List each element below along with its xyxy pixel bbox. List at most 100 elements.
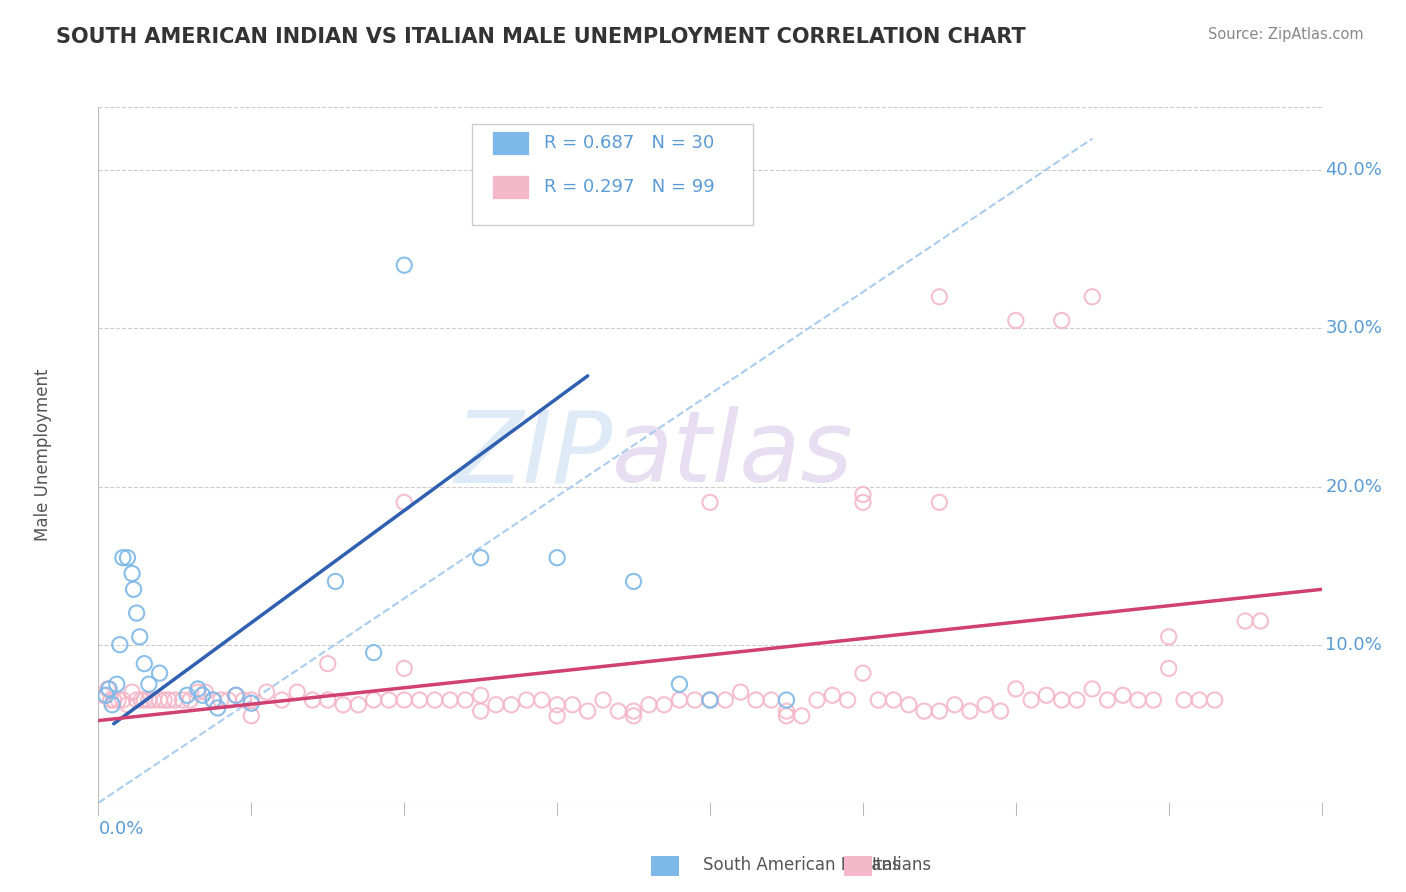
- Point: [134, 693, 156, 707]
- Text: R = 0.687   N = 30: R = 0.687 N = 30: [544, 134, 714, 153]
- Point: [852, 495, 875, 509]
- Point: [699, 693, 721, 707]
- Point: [125, 693, 148, 707]
- Point: [668, 677, 690, 691]
- Point: [149, 693, 172, 707]
- Point: [592, 693, 614, 707]
- Point: [98, 681, 121, 696]
- Point: [149, 666, 172, 681]
- Point: [1112, 688, 1135, 702]
- Point: [107, 693, 129, 707]
- Point: [202, 693, 225, 707]
- Point: [347, 698, 370, 712]
- Point: [485, 698, 508, 712]
- Point: [868, 693, 890, 707]
- Point: [408, 693, 430, 707]
- Point: [194, 685, 217, 699]
- Point: [470, 704, 492, 718]
- Point: [1157, 630, 1180, 644]
- Point: [176, 688, 198, 702]
- Point: [745, 693, 768, 707]
- Point: [270, 693, 292, 707]
- Point: [1128, 693, 1150, 707]
- Text: South American Indians: South American Indians: [703, 856, 901, 874]
- Point: [363, 693, 385, 707]
- Point: [1081, 290, 1104, 304]
- Point: [138, 693, 160, 707]
- Point: [623, 708, 645, 723]
- Point: [1066, 693, 1088, 707]
- Point: [179, 693, 201, 707]
- Point: [101, 698, 124, 712]
- Point: [943, 698, 966, 712]
- Point: [454, 693, 477, 707]
- Point: [530, 693, 553, 707]
- Point: [775, 708, 797, 723]
- Point: [897, 698, 920, 712]
- Point: [1188, 693, 1211, 707]
- Point: [172, 693, 194, 707]
- Point: [852, 666, 875, 681]
- Text: SOUTH AMERICAN INDIAN VS ITALIAN MALE UNEMPLOYMENT CORRELATION CHART: SOUTH AMERICAN INDIAN VS ITALIAN MALE UN…: [56, 27, 1026, 46]
- Point: [576, 704, 599, 718]
- Point: [1019, 693, 1042, 707]
- Point: [157, 693, 180, 707]
- Point: [959, 704, 981, 718]
- Point: [775, 704, 797, 718]
- Point: [730, 685, 752, 699]
- Point: [111, 693, 134, 707]
- Point: [285, 685, 308, 699]
- Point: [363, 646, 385, 660]
- Point: [546, 708, 568, 723]
- Point: [125, 606, 148, 620]
- Point: [1004, 313, 1026, 327]
- Point: [392, 661, 416, 675]
- Point: [225, 688, 247, 702]
- Point: [108, 638, 131, 652]
- Point: [121, 685, 143, 699]
- Point: [837, 693, 859, 707]
- Point: [332, 698, 354, 712]
- FancyBboxPatch shape: [492, 131, 529, 155]
- Point: [759, 693, 782, 707]
- Point: [209, 693, 232, 707]
- Point: [974, 698, 997, 712]
- Text: Italians: Italians: [872, 856, 932, 874]
- Point: [806, 693, 828, 707]
- Text: Source: ZipAtlas.com: Source: ZipAtlas.com: [1208, 27, 1364, 42]
- Point: [392, 258, 416, 272]
- Point: [163, 693, 186, 707]
- Point: [122, 582, 145, 597]
- Point: [699, 693, 721, 707]
- Text: Male Unemployment: Male Unemployment: [34, 368, 52, 541]
- Text: R = 0.297   N = 99: R = 0.297 N = 99: [544, 178, 714, 196]
- Point: [501, 698, 523, 712]
- Point: [217, 693, 239, 707]
- Point: [652, 698, 675, 712]
- Point: [546, 698, 568, 712]
- Point: [301, 693, 323, 707]
- Point: [683, 693, 706, 707]
- Point: [1097, 693, 1119, 707]
- Point: [928, 704, 950, 718]
- Point: [1173, 693, 1195, 707]
- Point: [191, 688, 214, 702]
- Point: [912, 704, 935, 718]
- Point: [821, 688, 844, 702]
- Point: [637, 698, 661, 712]
- Point: [94, 688, 117, 702]
- Point: [1204, 693, 1226, 707]
- Point: [138, 677, 160, 691]
- Point: [129, 693, 152, 707]
- Text: 30.0%: 30.0%: [1326, 319, 1382, 337]
- Point: [378, 693, 401, 707]
- Point: [207, 701, 229, 715]
- Point: [97, 681, 120, 696]
- Point: [240, 696, 263, 710]
- Point: [439, 693, 461, 707]
- Point: [128, 630, 150, 644]
- Point: [790, 708, 813, 723]
- Text: atlas: atlas: [612, 407, 853, 503]
- Point: [103, 693, 125, 707]
- Point: [561, 698, 583, 712]
